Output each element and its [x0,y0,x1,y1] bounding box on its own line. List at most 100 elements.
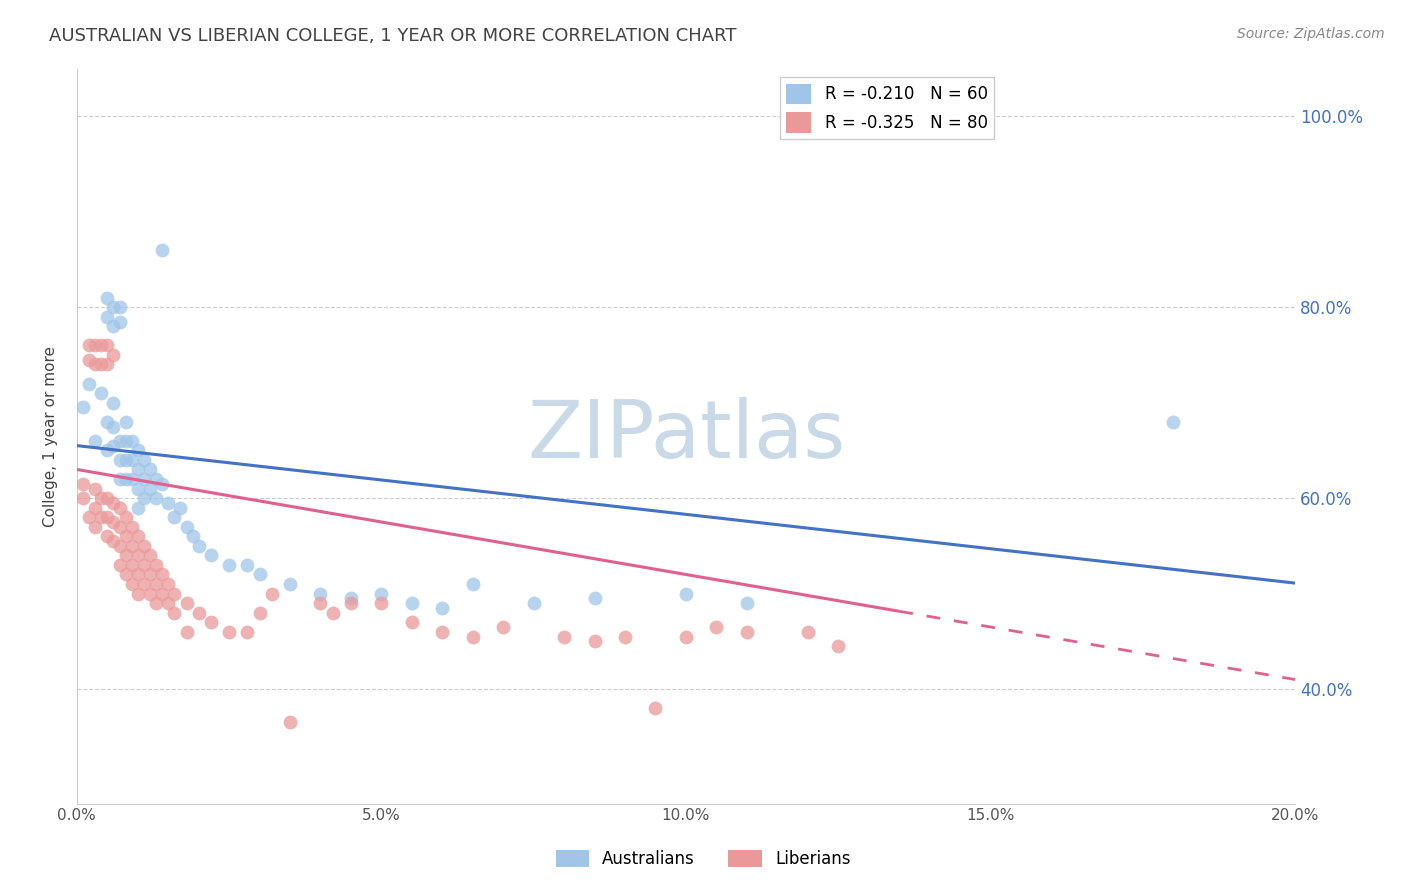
Point [72,401,94,415]
Point [127,567,149,582]
Point [108,453,131,467]
Point [370,586,392,600]
Point [139,586,162,600]
Point [139,567,162,582]
Point [132,472,155,486]
Point [200,549,222,563]
Point [132,539,155,553]
Point [675,630,697,644]
Point [84,520,107,534]
Point [77,338,100,352]
Point [96,310,118,324]
Point [139,549,162,563]
Point [108,472,131,486]
Point [735,596,758,610]
Point [96,510,118,524]
Point [278,715,301,730]
Point [77,376,100,391]
Point [103,395,125,409]
Point [432,601,454,615]
Point [121,539,143,553]
Point [121,558,143,572]
Point [103,534,125,549]
Point [127,586,149,600]
Point [114,472,136,486]
Point [249,606,271,620]
Point [523,596,546,610]
Text: AUSTRALIAN VS LIBERIAN COLLEGE, 1 YEAR OR MORE CORRELATION CHART: AUSTRALIAN VS LIBERIAN COLLEGE, 1 YEAR O… [49,27,737,45]
Point [218,624,240,639]
Point [583,591,606,606]
Point [96,338,118,352]
Point [797,624,820,639]
Point [114,434,136,448]
Point [103,319,125,334]
Point [176,596,198,610]
Point [90,510,112,524]
Point [169,500,191,515]
Point [103,348,125,362]
Point [163,510,186,524]
Point [432,624,454,639]
Point [370,596,392,610]
Point [309,586,332,600]
Y-axis label: College, 1 year or more: College, 1 year or more [44,345,58,526]
Point [132,453,155,467]
Point [145,596,167,610]
Point [187,606,209,620]
Point [114,415,136,429]
Point [127,500,149,515]
Point [114,510,136,524]
Point [84,358,107,372]
Point [108,300,131,314]
Point [401,596,423,610]
Point [127,529,149,543]
Point [163,586,186,600]
Point [157,496,180,510]
Point [96,415,118,429]
Point [96,358,118,372]
Point [84,500,107,515]
Point [72,491,94,505]
Point [322,606,344,620]
Point [114,549,136,563]
Point [127,482,149,496]
Point [77,352,100,367]
Point [108,434,131,448]
Point [132,491,155,505]
Point [309,596,332,610]
Point [163,606,186,620]
Point [96,291,118,305]
Point [644,701,666,715]
Point [249,567,271,582]
Point [145,491,167,505]
Point [706,620,728,634]
Point [121,434,143,448]
Point [150,567,173,582]
Point [108,520,131,534]
Point [236,558,259,572]
Point [103,419,125,434]
Point [96,443,118,458]
Point [260,586,283,600]
Text: Source: ZipAtlas.com: Source: ZipAtlas.com [1237,27,1385,41]
Point [340,591,363,606]
Point [827,639,849,653]
Point [114,529,136,543]
Point [77,510,100,524]
Point [103,439,125,453]
Point [132,577,155,591]
Point [735,624,758,639]
Point [84,434,107,448]
Point [492,620,515,634]
Point [150,243,173,257]
Point [108,539,131,553]
Point [121,453,143,467]
Point [90,386,112,401]
Point [84,482,107,496]
Point [176,520,198,534]
Point [90,338,112,352]
Point [72,476,94,491]
Legend: Australians, Liberians: Australians, Liberians [548,843,858,875]
Point [139,462,162,476]
